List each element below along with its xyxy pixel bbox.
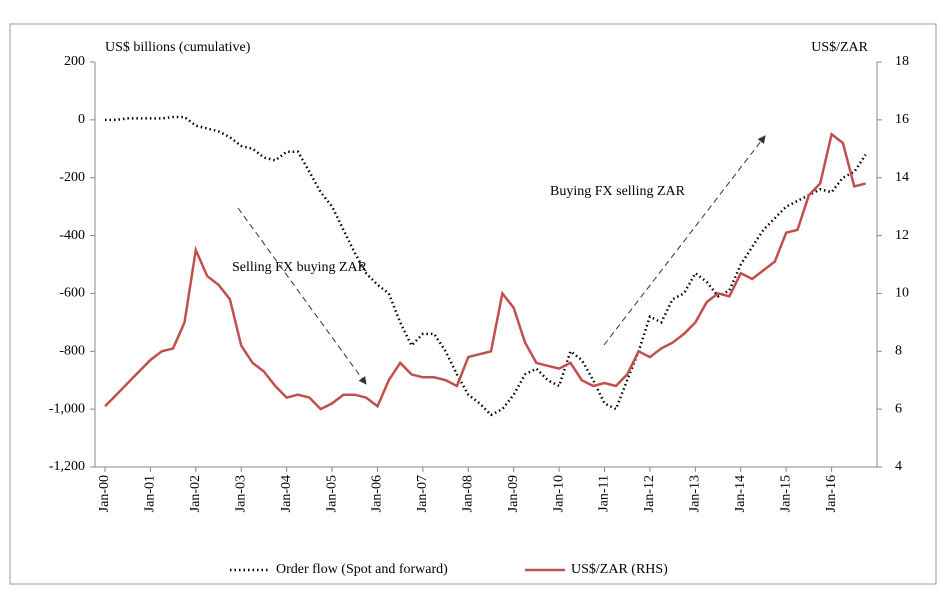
arrow: [237, 207, 367, 385]
legend-label: Order flow (Spot and forward): [276, 562, 448, 577]
x-tick-label: Jan-04: [279, 475, 294, 512]
x-tick-label: Jan-05: [324, 475, 339, 512]
x-tick-label: Jan-06: [370, 475, 385, 512]
y2-tick-label: 14: [895, 170, 909, 185]
series-line: [104, 132, 866, 411]
series-line: [105, 115, 867, 417]
x-tick-label: Jan-15: [778, 475, 793, 512]
y-tick-label: -600: [59, 286, 85, 301]
x-tick-label: Jan-09: [506, 475, 521, 512]
y-tick-label: 200: [64, 54, 85, 69]
y2-tick-label: 10: [895, 286, 909, 301]
y2-tick-label: 12: [895, 228, 909, 243]
y-tick-label: -1,000: [49, 401, 85, 416]
x-tick-label: Jan-11: [597, 475, 612, 512]
x-tick-label: Jan-13: [688, 475, 703, 512]
y-axis-label: US$ billions (cumulative): [105, 40, 251, 55]
x-tick-label: Jan-08: [461, 475, 476, 512]
legend-label: US$/ZAR (RHS): [571, 562, 668, 577]
x-tick-label: Jan-02: [188, 475, 203, 512]
frame: [9, 23, 937, 585]
y2-tick-label: 18: [895, 54, 909, 69]
x-tick-label: Jan-14: [733, 475, 748, 512]
y2-tick-label: 16: [895, 112, 909, 127]
y2-tick-label: 6: [895, 401, 902, 416]
x-tick-label: Jan-03: [233, 475, 248, 512]
x-tick-label: Jan-12: [642, 475, 657, 512]
arrow: [603, 135, 766, 346]
y-tick-label: -800: [59, 344, 85, 359]
annotation: Selling FX buying ZAR: [232, 260, 368, 275]
x-tick-label: Jan-00: [97, 475, 112, 512]
x-tick-label: Jan-01: [143, 475, 158, 512]
annotation: Buying FX selling ZAR: [550, 184, 686, 199]
x-tick-label: Jan-16: [824, 475, 839, 512]
y-tick-label: -400: [59, 228, 85, 243]
x-tick-label: Jan-10: [551, 475, 566, 512]
y2-tick-label: 8: [895, 344, 902, 359]
y2-axis-label: US$/ZAR: [811, 40, 868, 55]
x-tick-label: Jan-07: [415, 475, 430, 512]
y-tick-label: -1,200: [49, 459, 85, 474]
y2-tick-label: 4: [895, 459, 902, 474]
y-tick-label: -200: [59, 170, 85, 185]
y-tick-label: 0: [78, 112, 85, 127]
